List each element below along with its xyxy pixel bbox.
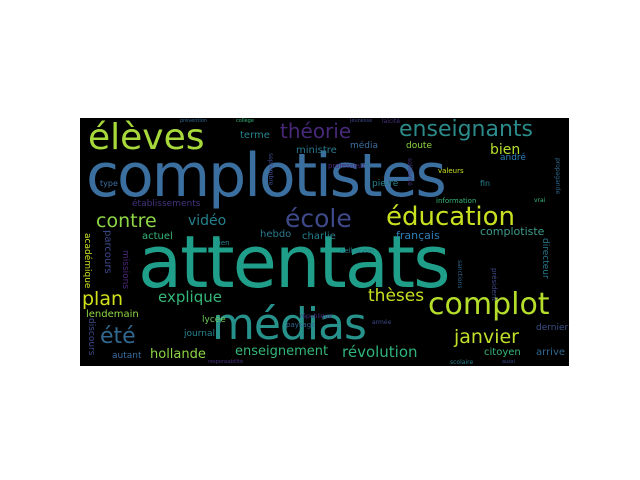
word-propagande: propagande	[554, 158, 561, 195]
word-information: information	[436, 197, 477, 205]
word-paysage: paysage	[286, 321, 316, 329]
word-academique: académique	[82, 233, 92, 289]
word-scolaire: scolaire	[450, 359, 474, 366]
word-janvier: janvier	[454, 326, 519, 348]
word-armee: armée	[372, 319, 392, 326]
word-pierre: pierre	[372, 179, 399, 189]
word-responsabilite: responsabilité	[208, 359, 244, 365]
word-doute: doute	[406, 141, 432, 151]
word-ministre: ministre	[296, 145, 337, 156]
word-theorie: théorie	[280, 119, 352, 143]
word-enseignement: enseignement	[235, 344, 329, 359]
word-lycee: lycée	[202, 315, 226, 325]
word-fin: fin	[480, 179, 491, 188]
word-plan: plan	[82, 288, 124, 310]
word-journal: journal	[184, 329, 215, 339]
word-college: collège	[236, 118, 254, 124]
word-discours: discours	[86, 318, 96, 356]
word-hollande: hollande	[150, 347, 206, 362]
word-complotistes: complotistes	[86, 141, 447, 211]
word-laicite: laïcité	[382, 118, 401, 125]
word-missions: missions	[120, 250, 130, 290]
word-aussi: aussi	[502, 359, 515, 365]
word-arrive: arrive	[536, 347, 566, 358]
word-attentats: attentats	[138, 220, 451, 304]
word-autant: autant	[112, 351, 142, 361]
word-actuel: actuel	[142, 231, 173, 242]
word-directeur: directeur	[540, 238, 550, 279]
word-terme: terme	[240, 130, 270, 141]
word-belkacem: belkacem	[340, 247, 374, 255]
word-contre: contre	[96, 210, 157, 232]
word-cloud: attentats complotistes médias élèves com…	[80, 118, 569, 366]
word-ete: été	[100, 324, 136, 349]
word-jeunesse: jeunesse	[350, 118, 373, 124]
word-parcours: parcours	[102, 230, 113, 274]
word-solidarite: solidarité	[406, 158, 413, 186]
word-citoyen: citoyen	[484, 347, 521, 358]
word-andre: andré	[500, 153, 526, 163]
word-video: vidéo	[188, 213, 227, 229]
word-valeurs: valeurs	[438, 167, 464, 175]
word-etablissements: établissements	[132, 199, 201, 209]
word-complot: complot	[428, 287, 550, 322]
word-dernier: dernier	[536, 323, 569, 333]
word-eleves: élèves	[88, 118, 205, 158]
word-education: éducation	[386, 202, 516, 232]
word-francais: français	[396, 229, 440, 242]
word-prevention: prévention	[180, 118, 207, 124]
word-republique: république	[300, 313, 333, 320]
word-sanctions: sanctions	[456, 260, 463, 289]
word-septembre: septembre	[267, 153, 274, 186]
word-type: type	[100, 179, 118, 188]
word-bien: bien	[490, 142, 521, 158]
word-charlie: charlie	[302, 231, 336, 242]
word-vrai: vrai	[534, 197, 546, 204]
word-medias: médias	[212, 299, 367, 350]
word-rien: rien	[216, 239, 230, 247]
word-ecole: école	[285, 204, 352, 233]
word-complotiste: complotiste	[480, 225, 545, 238]
word-professeur: professeur	[328, 162, 366, 170]
word-revolution: révolution	[342, 343, 418, 361]
word-president: président	[490, 268, 498, 301]
word-hebdo v: hebdo	[260, 229, 292, 240]
word-explique: explique	[158, 288, 222, 306]
word-theses: thèses	[368, 286, 425, 306]
word-lendemain: lendemain	[86, 309, 139, 320]
word-enseignants: enseignants	[399, 118, 534, 142]
word-media: média	[350, 141, 379, 151]
